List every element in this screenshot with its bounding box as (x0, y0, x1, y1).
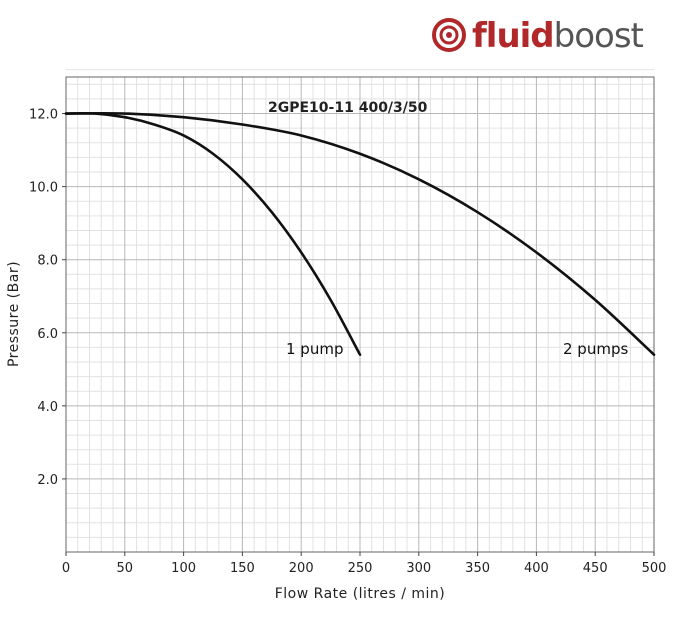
y-axis-title: Pressure (Bar) (6, 261, 22, 367)
x-axis-ticks: 0 50 100 150 200 250 300 350 400 450 500 (62, 552, 667, 576)
x-tick-label: 450 (583, 561, 608, 576)
series-label-2-pumps: 2 pumps (563, 340, 628, 358)
series-line-2-pumps (64, 111, 656, 356)
y-tick-label: 10.0 (29, 181, 58, 196)
y-tick-label: 8.0 (37, 254, 58, 269)
chart-title: 2GPE10-11 400/3/50 (268, 100, 428, 116)
series-line-1-pump (64, 111, 362, 356)
y-tick-label: 2.0 (37, 473, 58, 488)
x-tick-label: 500 (642, 561, 667, 576)
x-axis-title: Flow Rate (litres / min) (275, 586, 446, 602)
y-tick-label: 12.0 (29, 108, 58, 123)
brand-name-light: boost (553, 16, 644, 56)
fluidboost-logo-icon (432, 18, 466, 52)
brand-logo: fluidboost (432, 14, 672, 58)
major-grid (65, 77, 655, 553)
y-axis-ticks: 2.0 4.0 6.0 8.0 10.0 12.0 (29, 108, 66, 488)
y-tick-label: 4.0 (37, 400, 58, 415)
series-lines (64, 111, 656, 356)
series-label-1-pump: 1 pump (286, 340, 343, 358)
x-tick-label: 350 (465, 561, 490, 576)
x-tick-label: 150 (230, 561, 255, 576)
x-tick-label: 0 (62, 561, 70, 576)
minor-grid (66, 69, 654, 552)
x-tick-label: 400 (524, 561, 549, 576)
y-tick-label: 6.0 (37, 327, 58, 342)
x-tick-label: 250 (348, 561, 373, 576)
x-tick-label: 200 (289, 561, 314, 576)
brand-wordmark: fluidboost (472, 14, 644, 58)
x-tick-label: 300 (406, 561, 431, 576)
brand-name-bold: fluid (472, 16, 555, 56)
x-tick-label: 100 (171, 561, 196, 576)
x-tick-label: 50 (117, 561, 134, 576)
